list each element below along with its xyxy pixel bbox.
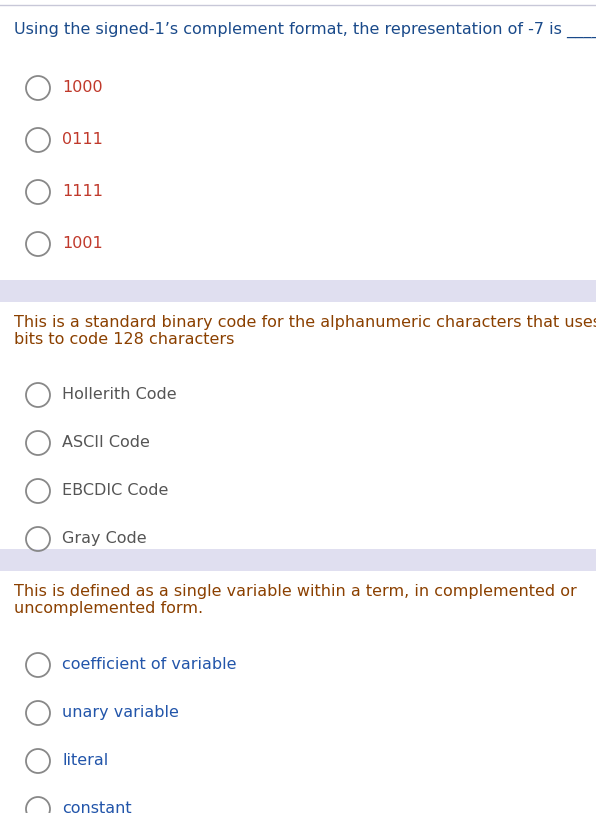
Text: This is defined as a single variable within a term, in complemented or
uncomplem: This is defined as a single variable wit… xyxy=(14,584,577,616)
Text: Hollerith Code: Hollerith Code xyxy=(62,387,176,402)
Text: unary variable: unary variable xyxy=(62,705,179,720)
Text: This is a standard binary code for the alphanumeric characters that uses seven
b: This is a standard binary code for the a… xyxy=(14,315,596,347)
Text: coefficient of variable: coefficient of variable xyxy=(62,657,237,672)
Text: 1111: 1111 xyxy=(62,184,103,199)
Text: Gray Code: Gray Code xyxy=(62,531,147,546)
Text: literal: literal xyxy=(62,753,108,768)
Text: 1000: 1000 xyxy=(62,80,103,95)
Text: 0111: 0111 xyxy=(62,132,103,147)
Text: 1001: 1001 xyxy=(62,236,103,251)
Text: constant: constant xyxy=(62,801,132,813)
Text: ASCII Code: ASCII Code xyxy=(62,435,150,450)
Bar xyxy=(0,280,596,302)
Text: EBCDIC Code: EBCDIC Code xyxy=(62,483,169,498)
Text: Using the signed-1’s complement format, the representation of -7 is __________.: Using the signed-1’s complement format, … xyxy=(14,22,596,38)
Bar xyxy=(0,549,596,571)
